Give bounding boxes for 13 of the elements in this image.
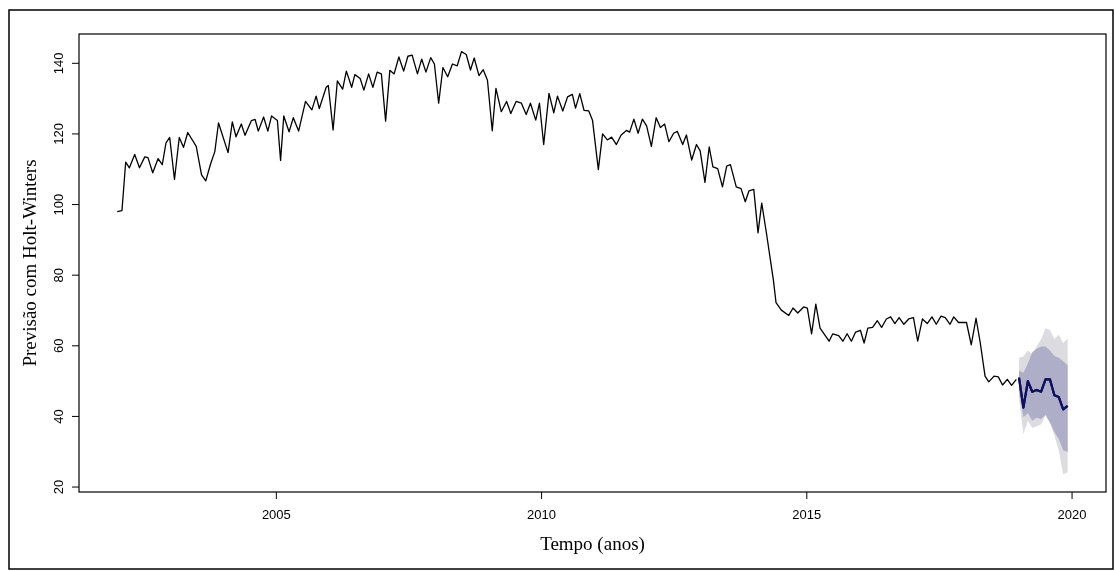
y-tick-label: 80 <box>51 267 66 283</box>
x-tick-label: 2015 <box>792 507 822 522</box>
x-tick-label: 2020 <box>1057 507 1087 522</box>
y-tick-label: 100 <box>51 193 66 216</box>
y-tick-label: 20 <box>51 479 66 495</box>
y-tick-label: 40 <box>51 409 66 424</box>
y-tick-label: 120 <box>51 123 66 145</box>
y-axis-title: Previsão com Holt-Winters <box>19 159 40 367</box>
x-axis-title: Tempo (anos) <box>540 533 645 555</box>
y-tick-label: 60 <box>51 338 66 354</box>
y-tick-label: 140 <box>51 52 66 75</box>
x-tick-label: 2005 <box>261 507 291 522</box>
x-tick-label: 2010 <box>527 507 557 522</box>
